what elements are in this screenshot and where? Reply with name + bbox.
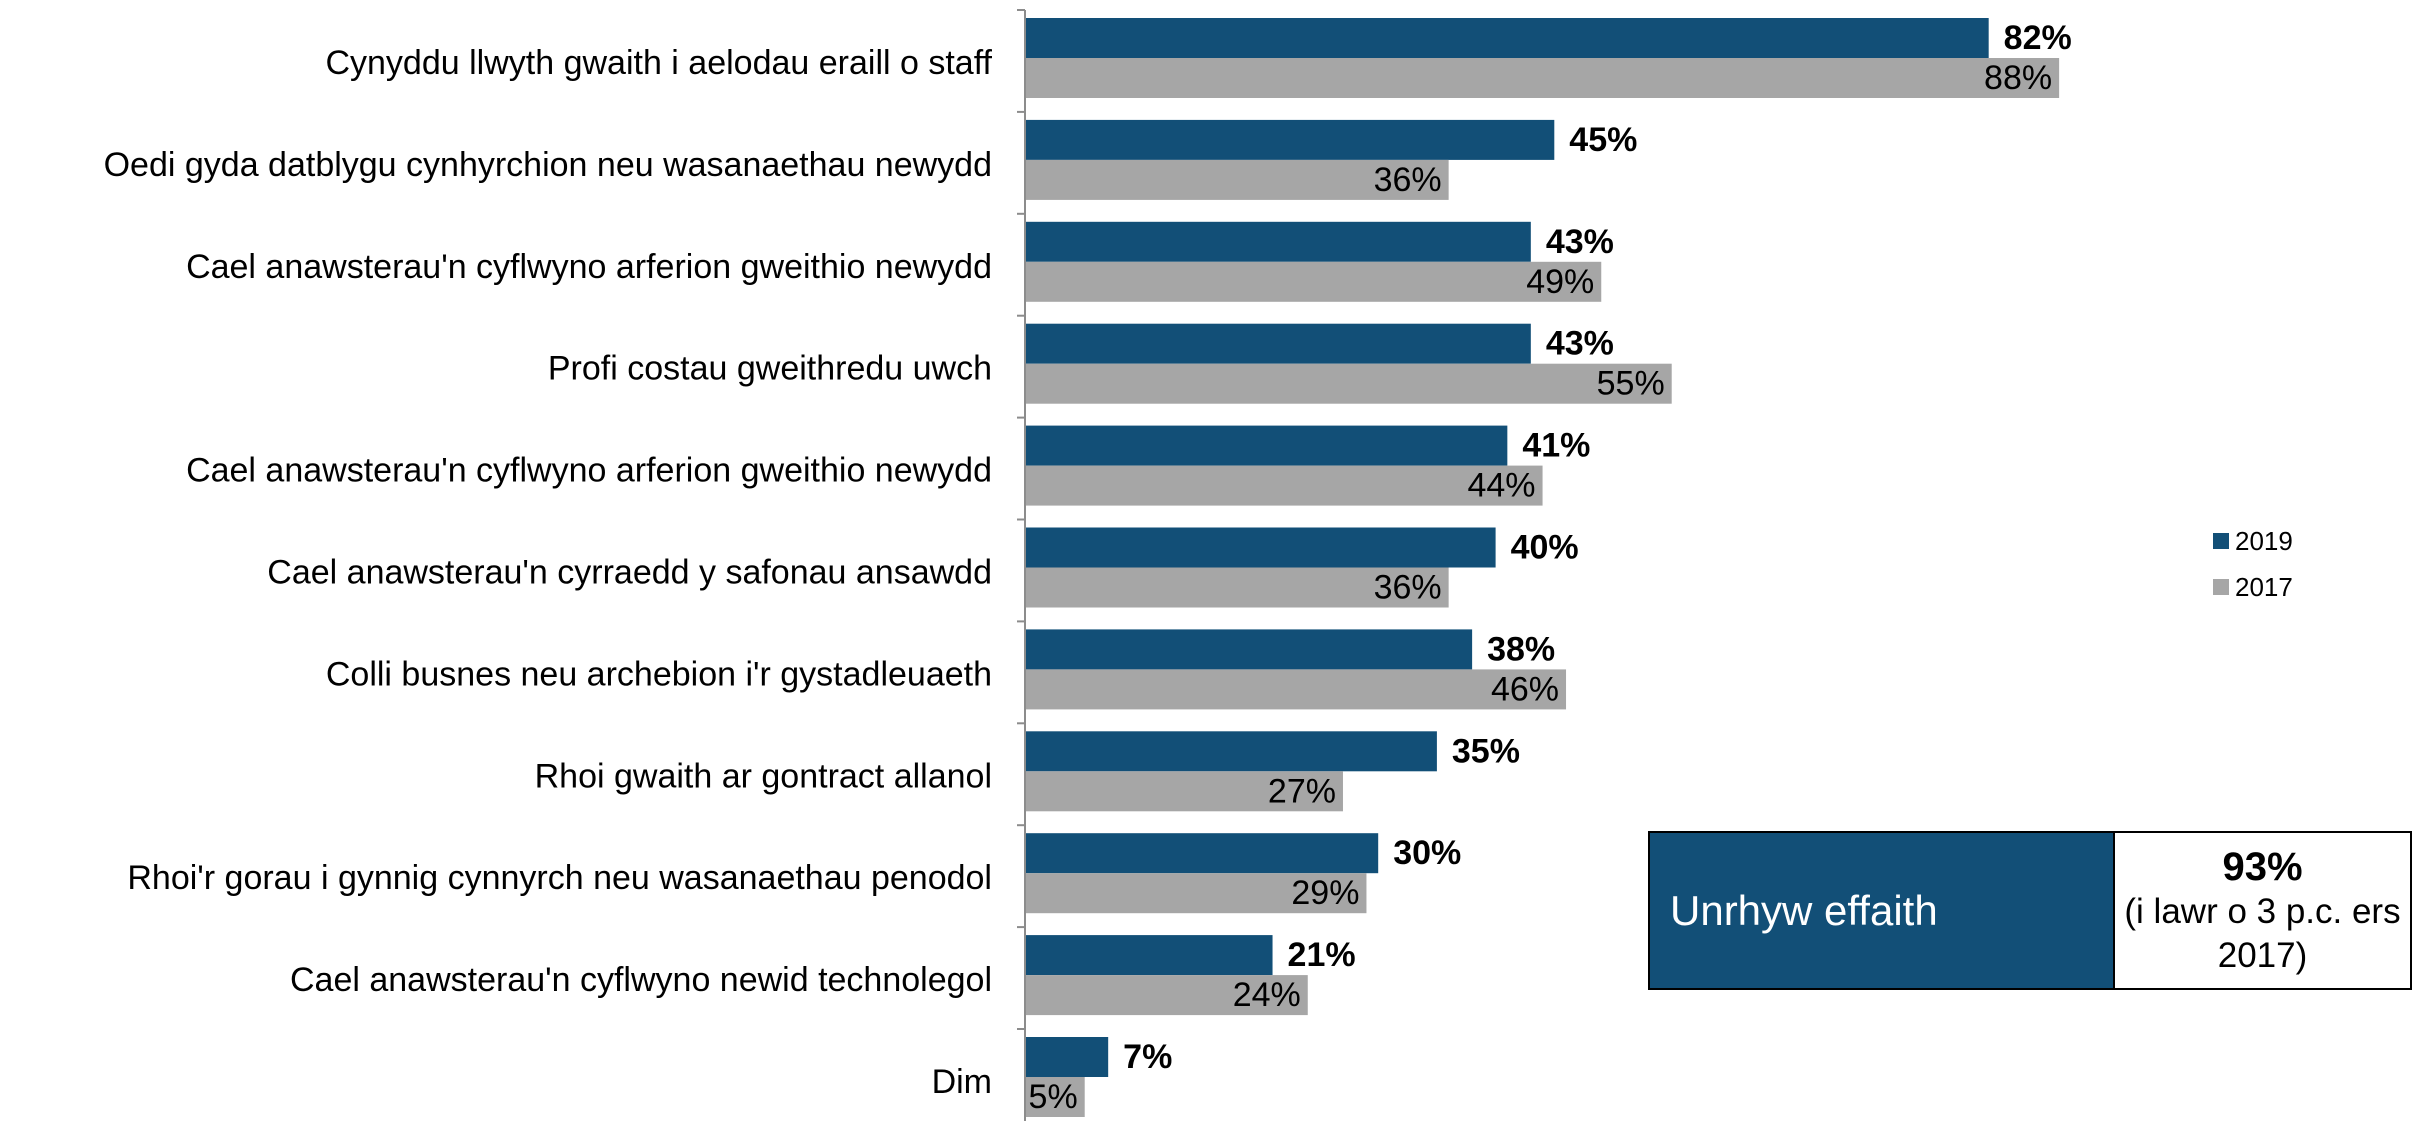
bar-2019-4 xyxy=(1026,323,1531,364)
bar-2019-1 xyxy=(1026,18,1989,58)
legend-label-2019: 2019 xyxy=(2235,525,2293,556)
data-label-2019-7: 38% xyxy=(1487,630,1555,668)
bar-2017-1 xyxy=(1026,58,2060,98)
legend-swatch-2017 xyxy=(2213,579,2229,595)
data-label-2019-11: 7% xyxy=(1123,1038,1172,1076)
data-label-2019-10: 21% xyxy=(1288,936,1356,974)
category-label: Dim xyxy=(932,1063,992,1101)
legend-item-2017: 2017 xyxy=(2213,564,2293,610)
bar-2017-5 xyxy=(1026,465,1543,506)
data-label-2017-6: 36% xyxy=(1374,569,1442,607)
bar-2019-9 xyxy=(1026,833,1379,874)
data-label-2017-11: 5% xyxy=(1029,1078,1078,1116)
category-label: Cynyddu llwyth gwaith i aelodau eraill o… xyxy=(325,44,992,82)
legend-swatch-2019 xyxy=(2213,533,2229,549)
callout-value: 93% xyxy=(2222,844,2303,889)
legend: 2019 2017 xyxy=(2213,518,2293,610)
data-label-2019-1: 82% xyxy=(2004,19,2072,57)
bar-2017-7 xyxy=(1026,669,1567,710)
bar-2019-6 xyxy=(1026,527,1496,568)
category-axis xyxy=(1017,9,1026,1121)
bar-2019-10 xyxy=(1026,935,1273,976)
data-label-2017-7: 46% xyxy=(1491,670,1559,708)
data-label-2019-2: 45% xyxy=(1569,121,1637,159)
data-label-2019-4: 43% xyxy=(1546,325,1614,363)
bar-2019-2 xyxy=(1026,119,1555,160)
bar-2019-3 xyxy=(1026,221,1531,262)
data-label-2017-1: 88% xyxy=(1984,59,2052,97)
any-impact-callout: Unrhyw effaith 93% (i lawr o 3 p.c. ers … xyxy=(1648,831,2412,990)
bar-2017-10 xyxy=(1026,975,1308,1016)
callout-label: Unrhyw effaith xyxy=(1650,833,2113,988)
bar-2017-4 xyxy=(1026,363,1672,404)
data-label-2017-5: 44% xyxy=(1467,467,1535,505)
bar-2019-11 xyxy=(1026,1037,1109,1077)
category-label: Profi costau gweithredu uwch xyxy=(548,350,992,388)
callout-value-box: 93% (i lawr o 3 p.c. ers 2017) xyxy=(2113,833,2410,988)
bar-2019-8 xyxy=(1026,731,1437,772)
bars-layer xyxy=(1026,18,2060,1117)
data-label-2019-9: 30% xyxy=(1393,834,1461,872)
legend-label-2017: 2017 xyxy=(2235,571,2293,602)
bar-2019-7 xyxy=(1026,629,1473,670)
category-label: Cael anawsterau'n cyflwyno newid technol… xyxy=(290,961,992,999)
category-label: Cael anawsterau'n cyflwyno arferion gwei… xyxy=(186,248,992,286)
category-label: Colli busnes neu archebion i'r gystadleu… xyxy=(326,655,992,693)
bar-2017-11 xyxy=(1026,1077,1085,1117)
bar-2019-5 xyxy=(1026,425,1508,466)
data-label-2017-8: 27% xyxy=(1268,772,1336,810)
data-label-2017-3: 49% xyxy=(1526,263,1594,301)
bar-2017-9 xyxy=(1026,873,1367,914)
labels-layer: Cynyddu llwyth gwaith i aelodau eraill o… xyxy=(104,19,2072,1116)
bar-2017-8 xyxy=(1026,771,1343,812)
legend-item-2019: 2019 xyxy=(2213,518,2293,564)
category-label: Cael anawsterau'n cyrraedd y safonau ans… xyxy=(267,554,992,592)
data-label-2019-8: 35% xyxy=(1452,732,1520,770)
category-label: Cael anawsterau'n cyflwyno arferion gwei… xyxy=(186,452,992,490)
callout-note: (i lawr o 3 p.c. ers 2017) xyxy=(2124,891,2401,975)
category-label: Oedi gyda datblygu cynhyrchion neu wasan… xyxy=(104,146,992,184)
data-label-2017-2: 36% xyxy=(1374,161,1442,199)
data-label-2019-3: 43% xyxy=(1546,223,1614,261)
category-label: Rhoi'r gorau i gynnig cynnyrch neu wasan… xyxy=(127,859,992,897)
category-label: Rhoi gwaith ar gontract allanol xyxy=(535,757,992,795)
data-label-2017-9: 29% xyxy=(1291,874,1359,912)
data-label-2017-10: 24% xyxy=(1233,976,1301,1014)
data-label-2019-6: 40% xyxy=(1511,529,1579,567)
data-label-2017-4: 55% xyxy=(1597,365,1665,403)
data-label-2019-5: 41% xyxy=(1522,427,1590,465)
bar-2017-6 xyxy=(1026,567,1449,608)
bar-2017-3 xyxy=(1026,261,1602,302)
bar-2017-2 xyxy=(1026,159,1449,200)
